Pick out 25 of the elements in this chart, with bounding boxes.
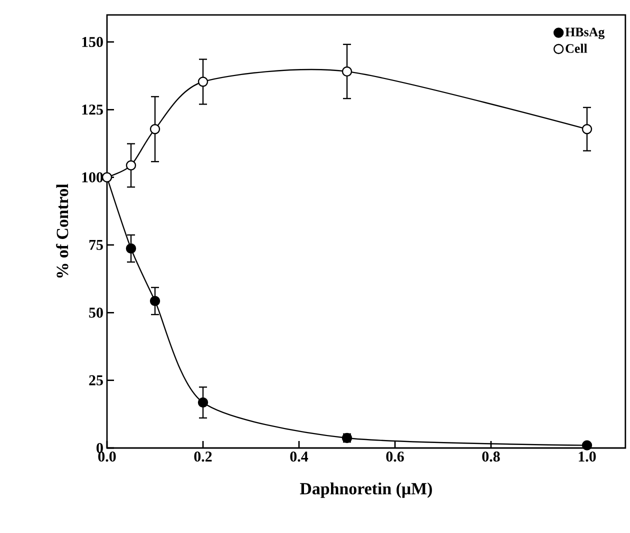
x-tick-label: 0.2 [194, 452, 212, 462]
y-tick-label: 150 [82, 36, 103, 47]
point [198, 76, 208, 87]
point [126, 243, 136, 254]
x-tick-label: 0.0 [98, 452, 116, 462]
y-tick-label: 75 [89, 240, 103, 250]
x-tick-label: 0.6 [386, 452, 404, 462]
point [150, 124, 160, 134]
y-tick-label: 50 [89, 308, 103, 318]
x-tick-label: 0.8 [482, 452, 500, 462]
legend-label: Cell [566, 44, 588, 53]
x-tick-label: 0.4 [290, 452, 308, 462]
point [582, 440, 592, 450]
point [126, 160, 136, 170]
point [342, 66, 352, 77]
point [150, 296, 160, 306]
x-axis-title: Daphnoretin (μM) [300, 482, 432, 498]
y-tick-label: 0 [96, 442, 103, 454]
x-tick-label: 1.0 [578, 452, 596, 462]
y-tick-label: 125 [82, 104, 103, 115]
y-tick-label: 25 [89, 375, 103, 386]
y-axis-title: % of Control [56, 184, 68, 278]
point [198, 397, 208, 408]
point [582, 124, 592, 134]
legend-label: HBsAg [565, 28, 605, 40]
